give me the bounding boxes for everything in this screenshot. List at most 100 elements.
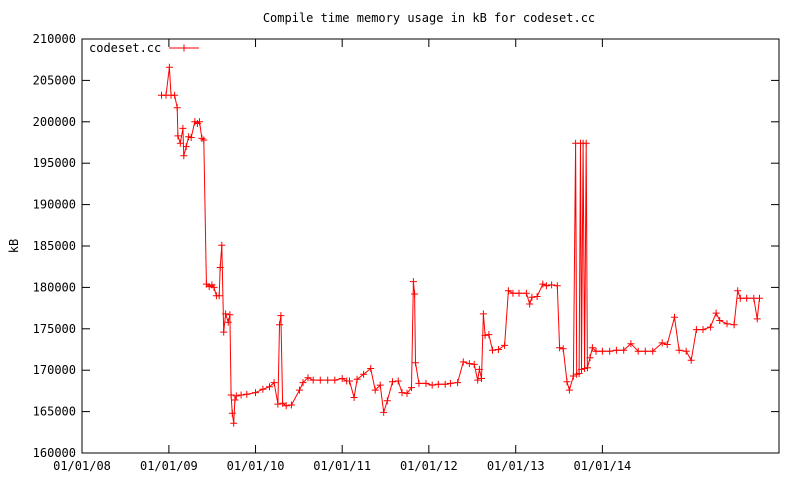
- data-point: [316, 376, 324, 384]
- data-point: [481, 331, 489, 339]
- data-point: [465, 360, 473, 368]
- data-point: [408, 384, 415, 392]
- data-point: [612, 346, 620, 354]
- y-tick-label: 210000: [33, 32, 76, 46]
- data-point: [299, 379, 307, 387]
- y-tick-label: 205000: [33, 73, 76, 87]
- data-point: [533, 293, 541, 300]
- data-point: [592, 347, 600, 355]
- x-tick-label: 01/01/13: [487, 459, 545, 473]
- data-point: [174, 132, 182, 140]
- data-point: [230, 419, 238, 427]
- data-point: [428, 381, 436, 389]
- data-point: [485, 331, 493, 339]
- data-point: [224, 318, 232, 326]
- data-point: [180, 152, 188, 160]
- x-tick-label: 01/01/14: [573, 459, 631, 473]
- data-point: [598, 347, 606, 355]
- chart-title: Compile time memory usage in kB for code…: [263, 11, 595, 25]
- y-axis-label: kB: [7, 239, 21, 253]
- data-point: [252, 389, 259, 397]
- data-point: [279, 399, 287, 407]
- data-point: [526, 300, 534, 308]
- data-point: [582, 139, 590, 147]
- data-point: [641, 347, 649, 355]
- y-axis-ticks: 160000 165000 170000 175000 180000 185000 1900…: [33, 32, 779, 460]
- data-point: [756, 294, 763, 302]
- data-point: [227, 391, 235, 399]
- data-point: [277, 312, 285, 320]
- data-point: [494, 346, 502, 353]
- legend-marker: [180, 44, 188, 52]
- data-point: [588, 344, 596, 352]
- y-tick-label: 170000: [33, 363, 76, 377]
- data-point: [743, 294, 751, 302]
- data-point: [176, 139, 184, 147]
- data-point: [226, 311, 234, 319]
- data-point: [171, 91, 179, 99]
- data-point: [346, 377, 353, 385]
- data-point: [699, 326, 707, 334]
- data-point: [606, 347, 614, 355]
- data-point: [663, 341, 671, 348]
- data-point: [434, 380, 442, 388]
- data-point: [509, 289, 517, 297]
- x-tick-label: 01/01/12: [400, 459, 458, 473]
- data-point: [583, 364, 591, 372]
- data-point: [578, 365, 585, 373]
- data-point: [692, 326, 700, 334]
- data-point: [753, 315, 761, 323]
- data-point: [415, 379, 423, 387]
- data-point: [216, 264, 224, 271]
- legend-label: codeset.cc: [89, 41, 161, 55]
- data-point: [501, 341, 509, 349]
- data-point: [338, 375, 346, 382]
- x-tick-label: 01/01/09: [140, 459, 198, 473]
- data-point: [231, 396, 239, 404]
- data-point: [383, 397, 391, 405]
- data-point: [270, 379, 278, 387]
- data-point: [479, 310, 487, 318]
- data-point: [411, 290, 419, 298]
- y-tick-label: 195000: [33, 156, 76, 170]
- data-point: [309, 376, 317, 384]
- data-point: [446, 379, 454, 387]
- data-point: [196, 118, 203, 126]
- y-tick-label: 175000: [33, 322, 76, 336]
- data-point: [282, 402, 290, 410]
- y-tick-label: 165000: [33, 405, 76, 419]
- data-point: [412, 359, 419, 367]
- data-point: [563, 378, 571, 386]
- data-point: [586, 354, 594, 362]
- x-axis-ticks: 01/01/08 01/01/09 01/01/10 01/01/11 01/01/12…: [53, 39, 631, 473]
- data-point: [215, 292, 223, 300]
- data-point: [687, 356, 695, 364]
- data-point: [304, 374, 312, 382]
- data-point: [723, 320, 731, 328]
- data-point: [394, 377, 402, 385]
- data-point: [187, 134, 195, 141]
- x-tick-label: 01/01/11: [313, 459, 371, 473]
- data-point: [627, 340, 635, 348]
- plot-frame: [81, 38, 780, 454]
- data-point: [296, 386, 303, 394]
- series-layer: [158, 63, 763, 427]
- y-tick-label: 200000: [33, 115, 76, 129]
- data-point: [243, 390, 251, 398]
- data-point: [634, 347, 642, 355]
- data-point: [276, 321, 283, 329]
- data-point: [210, 283, 218, 291]
- data-point: [182, 143, 190, 151]
- data-point: [620, 346, 628, 354]
- data-point: [649, 347, 657, 355]
- data-point: [353, 375, 361, 383]
- data-point: [200, 136, 208, 144]
- data-point: [730, 321, 738, 329]
- y-tick-label: 180000: [33, 280, 76, 294]
- data-point: [556, 344, 564, 352]
- data-point: [371, 386, 379, 394]
- data-point: [218, 241, 226, 249]
- data-point: [237, 391, 245, 399]
- data-point: [179, 124, 187, 132]
- data-point: [360, 370, 368, 378]
